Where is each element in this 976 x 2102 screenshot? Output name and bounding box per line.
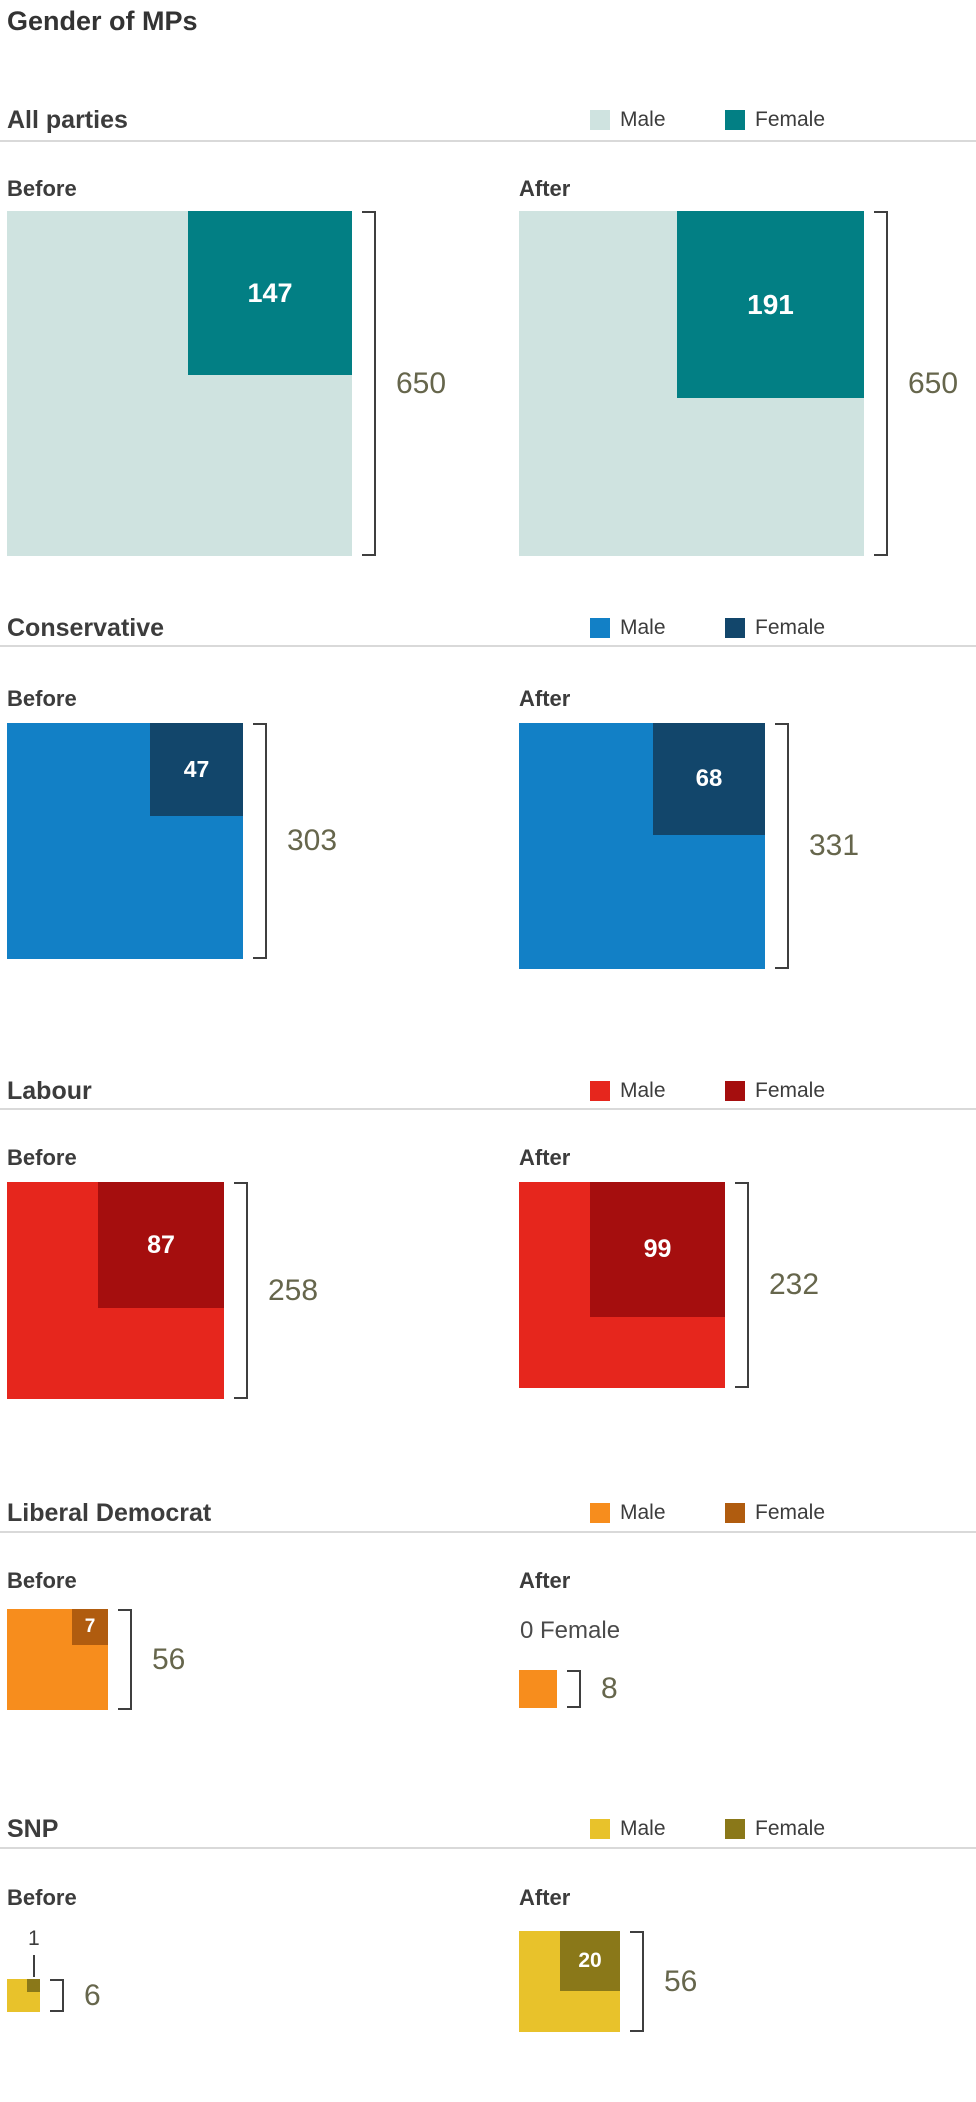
total-label: 232: [769, 1268, 820, 1301]
female-count: 147: [247, 277, 293, 308]
total-label: 650: [908, 367, 959, 400]
total-bracket: [50, 1979, 64, 2012]
total-label: 56: [664, 1965, 698, 1998]
zero-female-note: 0 Female: [520, 1617, 621, 1644]
before-label: Before: [7, 1145, 77, 1170]
female-count-callout: 1: [28, 1927, 40, 1950]
total-label: 8: [601, 1672, 618, 1705]
total-bracket: [874, 211, 888, 556]
female-count: 20: [578, 1949, 602, 1972]
legend-female-swatch: [725, 110, 745, 130]
legend-female-label: Female: [755, 616, 826, 639]
legend-male-swatch: [590, 618, 610, 638]
total-label: 258: [268, 1274, 319, 1307]
legend-female-swatch: [725, 1819, 745, 1839]
total-label: 650: [396, 367, 447, 400]
waffle-female-square: 87: [98, 1182, 224, 1308]
legend-male-label: Male: [620, 1079, 666, 1102]
legend-male-label: Male: [620, 616, 666, 639]
before-label: Before: [7, 1885, 77, 1910]
total-bracket: [362, 211, 376, 556]
waffle-female-square: 47: [150, 723, 243, 816]
legend-male-swatch: [590, 1081, 610, 1101]
after-label: After: [519, 1568, 571, 1593]
section-divider: [0, 645, 976, 647]
female-count: 47: [183, 756, 210, 782]
after-label: After: [519, 1145, 571, 1170]
section-divider: [0, 1847, 976, 1849]
before-label: Before: [7, 176, 77, 201]
waffle-female-square: [27, 1979, 40, 1992]
waffle-female-square: 191: [677, 211, 864, 398]
total-label: 56: [152, 1643, 186, 1676]
legend-male-swatch: [590, 1503, 610, 1523]
female-count: 68: [695, 765, 723, 792]
total-bracket: [735, 1182, 749, 1388]
legend-male-label: Male: [620, 108, 666, 131]
legend-female-label: Female: [755, 1501, 826, 1524]
total-bracket: [775, 723, 789, 969]
legend-female-label: Female: [755, 108, 826, 131]
legend-male-label: Male: [620, 1817, 666, 1840]
party-section-title: Labour: [7, 1077, 92, 1105]
legend-male-label: Male: [620, 1501, 666, 1524]
total-bracket: [630, 1931, 644, 2032]
female-count: 7: [84, 1616, 96, 1637]
total-bracket: [118, 1609, 132, 1710]
total-label: 331: [809, 829, 860, 862]
legend-female-swatch: [725, 1081, 745, 1101]
legend-female-swatch: [725, 618, 745, 638]
waffle-female-square: 7: [72, 1609, 108, 1645]
before-label: Before: [7, 686, 77, 711]
waffle-female-square: 20: [560, 1931, 620, 1991]
party-section-title: Conservative: [7, 614, 165, 642]
waffle-female-square: 147: [188, 211, 352, 375]
party-section-title: SNP: [7, 1815, 59, 1843]
section-divider: [0, 1531, 976, 1533]
total-bracket: [234, 1182, 248, 1399]
waffle-female-square: 68: [653, 723, 765, 835]
section-divider: [0, 140, 976, 142]
legend-female-label: Female: [755, 1079, 826, 1102]
party-section-title: All parties: [7, 106, 128, 134]
after-label: After: [519, 176, 571, 201]
section-divider: [0, 1108, 976, 1110]
female-count: 99: [643, 1235, 672, 1263]
waffle-male-square: [519, 1670, 557, 1708]
legend-female-swatch: [725, 1503, 745, 1523]
after-label: After: [519, 1885, 571, 1910]
waffle-female-square: 99: [590, 1182, 725, 1317]
total-bracket: [567, 1670, 581, 1708]
after-label: After: [519, 686, 571, 711]
total-bracket: [253, 723, 267, 959]
total-label: 6: [84, 1979, 101, 2012]
party-section-title: Liberal Democrat: [7, 1499, 212, 1527]
female-count: 87: [147, 1230, 175, 1259]
legend-male-swatch: [590, 110, 610, 130]
total-label: 303: [287, 824, 338, 857]
legend-female-label: Female: [755, 1817, 826, 1840]
chart-title: Gender of MPs: [7, 6, 198, 36]
callout-line: [33, 1955, 35, 1977]
legend-male-swatch: [590, 1819, 610, 1839]
before-label: Before: [7, 1568, 77, 1593]
female-count: 191: [747, 288, 794, 320]
